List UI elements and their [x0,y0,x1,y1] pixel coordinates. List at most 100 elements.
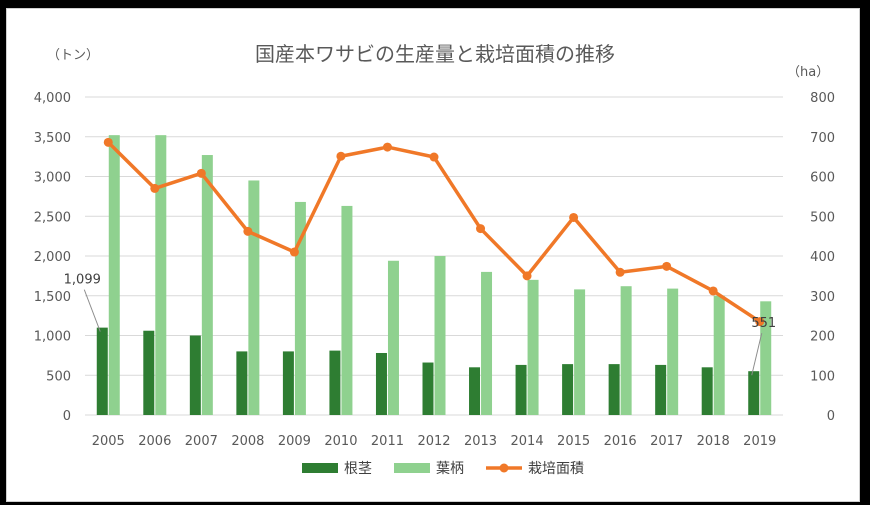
left-tick-label: 2,000 [34,250,71,265]
x-tick-label: 2018 [697,434,730,449]
right-tick-label: 300 [810,290,835,305]
line-point [662,261,672,271]
bar-根茎 [422,362,434,415]
gridlines [85,96,783,416]
right-tick-label: 500 [810,210,835,225]
bar-葉柄 [667,288,679,415]
legend: 根茎 葉柄 栽培面積 [302,461,584,477]
chart-panel: 国産本ワサビの生産量と栽培面積の推移 （トン） （ha） 0 500 1,000 1,… [6,8,860,502]
legend-label: 葉柄 [436,461,464,477]
bar-葉柄 [481,271,493,415]
left-tick-label: 1,500 [34,290,71,305]
legend-label: 根茎 [344,461,372,477]
left-tick-label: 3,500 [34,131,71,146]
bar-葉柄 [155,135,167,415]
left-tick-label: 2,500 [34,210,71,225]
bar-根茎 [748,371,760,415]
line-point [522,271,532,281]
line-point [708,286,718,296]
x-tick-label: 2017 [650,434,683,449]
line-point [476,224,486,234]
bar-葉柄 [713,295,725,415]
line-series [103,137,765,327]
bar-葉柄 [341,205,353,415]
left-tick-label: 3,000 [34,171,71,186]
bar-根茎 [655,364,667,415]
bar-葉柄 [294,201,306,415]
bar-根茎 [375,352,387,415]
x-tick-label: 2013 [464,434,497,449]
right-tick-label: 600 [810,171,835,186]
bar-根茎 [282,351,294,415]
bar-根茎 [96,327,108,415]
bar-series [96,135,772,415]
right-tick-label: 200 [810,330,835,345]
line-point [569,212,579,222]
right-tick-label: 100 [810,369,835,384]
bar-葉柄 [108,135,120,415]
bar-葉柄 [527,279,539,415]
left-tick-label: 500 [46,369,71,384]
x-axis-ticks: 2005 2006 2007 2008 2009 2010 2011 2012 2013 2014… [92,434,777,449]
annotations: 1,099 551 [64,273,776,376]
x-tick-label: 2010 [324,434,357,449]
right-tick-label: 400 [810,250,835,265]
line-point [336,151,346,161]
left-axis-unit: （トン） [47,48,99,63]
line-point [243,226,253,236]
bar-根茎 [329,350,341,415]
bar-葉柄 [387,260,399,415]
bar-根茎 [608,364,620,415]
right-tick-label: 800 [810,91,835,106]
bar-根茎 [143,330,155,415]
bar-根茎 [236,351,248,415]
x-tick-label: 2014 [511,434,544,449]
annotation-leader [751,333,763,376]
bar-葉柄 [760,301,772,415]
x-tick-label: 2011 [371,434,404,449]
legend-swatch [302,463,338,473]
line-point [289,247,299,257]
bar-葉柄 [574,289,586,415]
x-tick-label: 2008 [231,434,264,449]
legend-swatch-marker [499,463,509,473]
left-tick-label: 0 [63,409,71,424]
left-tick-label: 1,000 [34,330,71,345]
bar-根茎 [562,364,574,415]
x-tick-label: 2005 [92,434,125,449]
x-tick-label: 2015 [557,434,590,449]
right-tick-label: 0 [827,409,835,424]
annotation-label: 1,099 [64,273,101,288]
chart-title: 国産本ワサビの生産量と栽培面積の推移 [255,42,615,66]
right-axis-ticks: 0 100 200 300 400 500 600 700 800 [810,91,835,424]
x-tick-label: 2016 [604,434,637,449]
annotation-leader [83,289,101,332]
legend-label: 栽培面積 [528,461,584,477]
bar-葉柄 [620,286,632,415]
x-tick-label: 2012 [417,434,450,449]
left-tick-label: 4,000 [34,91,71,106]
line-point [429,152,439,162]
line-point [150,183,160,193]
annotation-label: 551 [751,316,776,331]
line-point [382,142,392,152]
line-point [615,267,625,277]
right-tick-label: 700 [810,131,835,146]
right-axis-unit: （ha） [787,65,829,80]
bar-根茎 [189,335,201,415]
bar-葉柄 [201,155,213,415]
left-axis-ticks: 0 500 1,000 1,500 2,000 2,500 3,000 3,500 4,000 [34,91,71,424]
bar-根茎 [469,367,481,415]
x-tick-label: 2006 [138,434,171,449]
x-tick-label: 2009 [278,434,311,449]
legend-swatch [394,463,430,473]
line-point [196,168,206,178]
production-area-chart: 国産本ワサビの生産量と栽培面積の推移 （トン） （ha） 05001,0001,… [34,42,835,477]
bar-葉柄 [434,256,446,415]
line-point [103,137,113,147]
bar-葉柄 [248,180,260,415]
bar-根茎 [701,367,713,415]
line-point [755,317,765,327]
x-tick-label: 2007 [185,434,218,449]
